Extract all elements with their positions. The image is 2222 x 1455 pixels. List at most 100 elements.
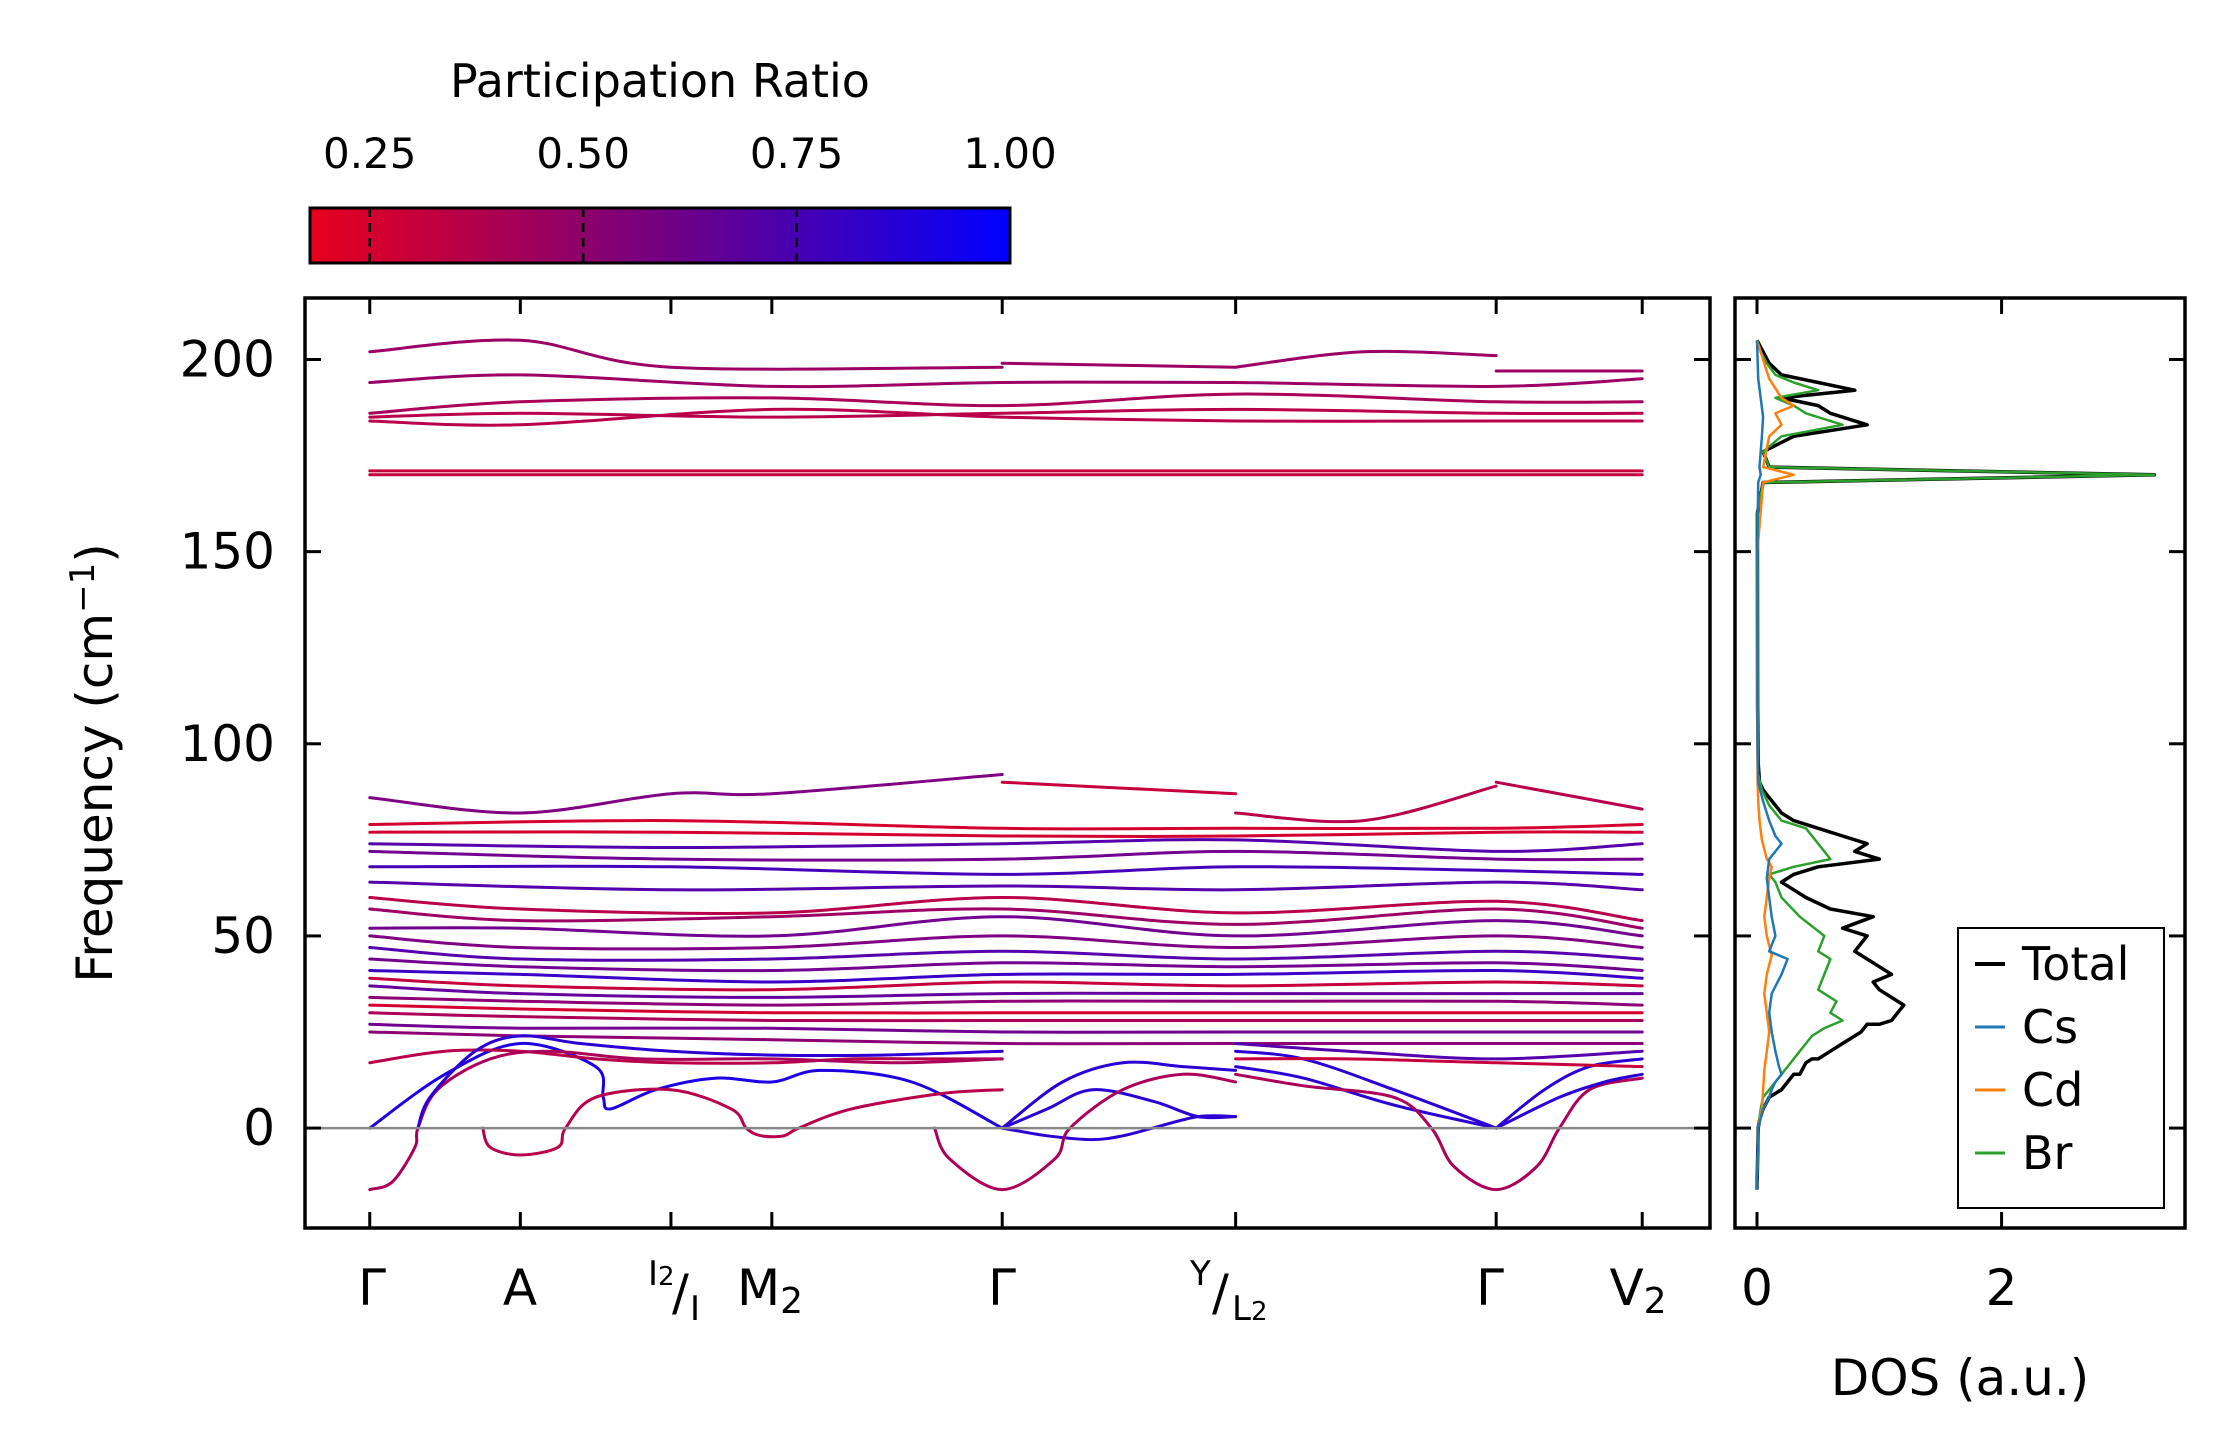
kpoint-label-l2: L2	[1232, 1289, 1268, 1329]
phonon-band	[1000, 1114, 1238, 1142]
kpoint-label-i: I	[690, 1289, 700, 1329]
kpoint-label-a: A	[503, 1259, 537, 1317]
phonon-band	[368, 995, 1644, 1007]
phonon-band	[933, 1072, 1238, 1192]
colorbar-ticks: 0.25 0.50 0.75 1.00	[323, 129, 1057, 263]
phonon-band	[368, 407, 1644, 419]
dos-x-tick-label: 2	[1986, 1259, 2018, 1317]
phonon-band	[368, 864, 1644, 876]
phonon-band	[1000, 780, 1238, 796]
dos-series-cs	[1755, 340, 1789, 1190]
phonon-band	[368, 946, 1644, 962]
kpoint-ticks	[368, 298, 1644, 1228]
y-tick-label: 100	[180, 715, 275, 773]
phonon-band	[368, 880, 1644, 892]
kpoint-label-i2-i: I2 / I	[648, 1254, 700, 1329]
dos-y-ticks	[1735, 357, 2185, 1130]
colorbar-tick-label: 1.00	[963, 129, 1057, 178]
phonon-band	[1494, 780, 1644, 811]
phonon-band	[1494, 1072, 1644, 1130]
phonon-band	[368, 907, 1644, 930]
phonon-band	[368, 895, 1644, 923]
colorbar-tick-label: 0.25	[323, 129, 417, 178]
colorbar-gradient	[308, 206, 1012, 265]
phonon-band	[368, 915, 1644, 938]
phonon-band	[368, 830, 1644, 839]
frequency-axis-label: Frequency (cm−1)	[63, 543, 124, 983]
y-tick-label: 50	[211, 907, 275, 965]
legend-items: Total Cs Cd Br	[1975, 937, 2129, 1180]
kpoint-label-slash-1: /	[672, 1264, 689, 1322]
kpoint-label-slash-2: /	[1212, 1264, 1229, 1322]
phonon-band	[1234, 349, 1498, 369]
dos-series-total	[1755, 339, 2157, 1190]
phonon-band	[368, 392, 1644, 415]
legend-label: Cd	[2022, 1063, 2083, 1117]
phonon-band	[368, 976, 1644, 992]
legend-label: Total	[2021, 937, 2129, 991]
dos-axes-frame	[1733, 296, 2187, 1230]
dos-axis-label: DOS (a.u.)	[1831, 1349, 2090, 1407]
phonon-band	[368, 1048, 1004, 1065]
kpoint-label-i2: I2	[648, 1254, 675, 1294]
colorbar-tick-label: 0.75	[750, 129, 844, 178]
dos-legend: Total Cs Cd Br	[1957, 927, 2165, 1209]
dos-series-br	[1755, 339, 2156, 1190]
kpoint-label-y: Y	[1189, 1254, 1211, 1294]
phonon-band	[368, 934, 1644, 951]
phonon-band	[368, 849, 1644, 862]
phonon-band	[368, 1022, 1644, 1034]
phonon-band	[416, 1034, 1004, 1130]
kpoint-label-gamma-3: Γ	[1476, 1259, 1504, 1317]
phonon-band	[368, 984, 1644, 999]
kpoint-label-m2: M2	[737, 1259, 803, 1322]
dos-curves	[1755, 339, 2157, 1190]
colorbar: Participation Ratio 0.25 0.50 0.75 1.00	[308, 54, 1057, 265]
phonon-band	[368, 838, 1644, 853]
band-axes-frame	[303, 296, 1712, 1230]
legend-label: Cs	[2022, 1000, 2078, 1054]
phonon-band	[368, 373, 1644, 389]
phonon-band	[1234, 1065, 1498, 1130]
phonon-band	[368, 773, 1004, 815]
colorbar-tick-label: 0.50	[536, 129, 630, 178]
phonon-band	[368, 1003, 1644, 1015]
kpoint-label-v2: V2	[1609, 1259, 1666, 1322]
kpoint-label-y-l2: Y / L2	[1189, 1254, 1268, 1329]
phonon-band	[1234, 1042, 1644, 1061]
phonon-band	[368, 1041, 1004, 1130]
phonon-band	[1000, 1088, 1238, 1130]
phonon-band	[1000, 1060, 1238, 1130]
phonon-band	[368, 338, 1004, 371]
phonon-band	[1234, 1049, 1498, 1130]
y-tick-label: 200	[180, 330, 275, 388]
phonon-bands	[368, 338, 1644, 1192]
phonon-band	[368, 957, 1644, 973]
phonon-band	[1494, 1057, 1644, 1130]
phonon-band	[1234, 1072, 1644, 1192]
y-tick-label: 0	[243, 1099, 275, 1157]
phonon-band	[1234, 1057, 1644, 1069]
kpoint-labels: Γ A I2 / I M2 Γ Y / L2 Γ V2	[358, 1254, 1666, 1329]
colorbar-title: Participation Ratio	[450, 54, 870, 108]
phonon-band	[368, 968, 1644, 984]
frequency-axis-ticks: 0 50 100 150 200	[180, 330, 1710, 1157]
legend-frame	[1957, 927, 2165, 1209]
phonon-band	[368, 407, 1644, 427]
kpoint-label-gamma-2: Γ	[988, 1259, 1016, 1317]
phonon-band	[368, 1011, 1644, 1023]
legend-label: Br	[2022, 1126, 2073, 1180]
phonon-band	[368, 1049, 1004, 1192]
phonon-band	[1234, 784, 1498, 824]
kpoint-label-gamma-1: Γ	[358, 1259, 386, 1317]
dos-x-tick-label: 0	[1741, 1259, 1773, 1317]
band-structure-panel: 0 50 100 150 200 Γ A I2 / I M2 Γ Y / L2 Γ V2…	[63, 296, 1712, 1329]
dos-series-cd	[1755, 339, 1795, 1190]
y-tick-label: 150	[180, 523, 275, 581]
phonon-band	[481, 1087, 1004, 1157]
phonon-band	[368, 819, 1644, 831]
phonon-band	[1000, 361, 1238, 369]
